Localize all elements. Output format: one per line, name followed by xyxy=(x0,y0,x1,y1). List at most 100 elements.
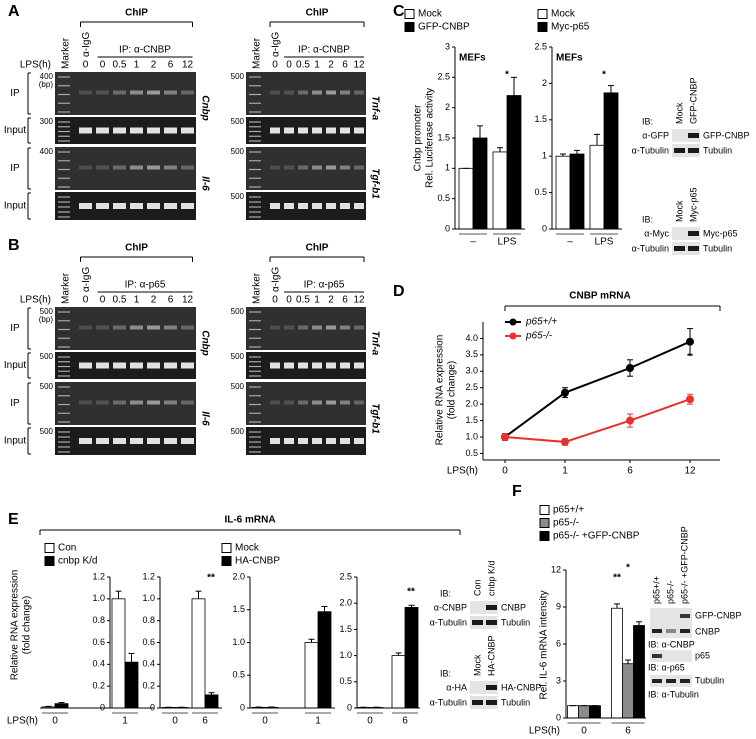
gel-band xyxy=(96,165,109,170)
gel-band xyxy=(298,438,308,444)
legend-label: Myc-p65 xyxy=(551,22,590,33)
antibody-label: IB: α-CNBP xyxy=(648,639,695,649)
blot-band xyxy=(674,148,685,153)
gel-band xyxy=(326,400,336,405)
annotation: MEFs xyxy=(459,53,486,64)
annotation: * xyxy=(563,393,567,404)
gel-band xyxy=(113,203,126,209)
blot-strip xyxy=(672,227,700,240)
x-tick-label: 0 xyxy=(502,466,508,477)
y-tick-label: 1 xyxy=(445,163,450,173)
x-axis-label: LPS(h) xyxy=(529,726,560,737)
y-axis-label: Relative RNA expression xyxy=(10,570,21,681)
band-label: p65 xyxy=(695,650,710,660)
lane-label: 0 xyxy=(272,60,278,71)
lane-label: 2 xyxy=(151,295,157,306)
legend-label: p65-/- +GFP-CNBP xyxy=(553,531,640,542)
y-tick-label: 1.0 xyxy=(142,593,155,603)
x-tick-label: – xyxy=(567,237,573,248)
y-tick-label: 2.0 xyxy=(465,399,478,409)
gel-band xyxy=(79,325,92,330)
gel-band xyxy=(340,127,350,134)
gel-band xyxy=(312,325,322,330)
y-tick-label: 2.5 xyxy=(534,41,547,51)
gel-band xyxy=(312,400,322,405)
bar xyxy=(492,151,508,230)
gel-band xyxy=(164,90,177,95)
point xyxy=(626,364,634,372)
blot-band xyxy=(688,231,699,236)
bar xyxy=(111,598,126,709)
y-tick-label: 1.5 xyxy=(339,624,352,634)
legend-swatch xyxy=(537,9,548,19)
x-tick-label: 1 xyxy=(122,716,128,727)
gel-band xyxy=(147,400,160,405)
gel-band xyxy=(181,325,194,330)
bar xyxy=(589,144,605,230)
gel-band xyxy=(298,90,308,95)
lps-label: LPS(h) xyxy=(20,295,51,306)
gel-band xyxy=(147,203,160,209)
legend-label: p65+/+ xyxy=(553,505,584,516)
antibody-label: α-Tubulin xyxy=(632,145,669,155)
error-bar xyxy=(195,590,202,599)
y-tick-label: 1.0 xyxy=(232,637,245,647)
y-axis-label: Rel. IL-6 mRNA intensity xyxy=(539,591,550,700)
error-bar xyxy=(208,692,215,695)
bar xyxy=(317,611,332,709)
panel-label: B xyxy=(8,237,20,254)
legend-swatch xyxy=(539,518,550,528)
y-tick-label: 0 xyxy=(542,223,547,233)
legend-label: Mock xyxy=(551,9,576,20)
x-tick-label: 6 xyxy=(625,726,631,737)
y-tick-label: 0.5 xyxy=(437,193,450,203)
antibody-label: α-Tubulin xyxy=(430,617,467,627)
lane-label: 6 xyxy=(168,60,174,71)
chip-label: ChIP xyxy=(306,8,329,19)
gel-band xyxy=(326,325,336,330)
annotation: MEFs xyxy=(556,53,583,64)
y-tick-label: 1.2 xyxy=(92,571,105,581)
ip-label: IP: α-CNBP xyxy=(119,45,171,56)
gel-band xyxy=(354,165,364,170)
gel-band xyxy=(113,362,126,369)
annotation: * xyxy=(602,70,606,81)
gel-band xyxy=(340,90,350,95)
gel-band xyxy=(340,400,350,405)
antibody-label: α-CNBP xyxy=(434,602,467,612)
gel-band xyxy=(181,362,194,369)
blot-band xyxy=(680,614,690,618)
annotation: * xyxy=(688,352,692,363)
gel-band xyxy=(354,400,364,405)
size-label: (bp) xyxy=(39,80,54,89)
gel-band xyxy=(340,325,350,330)
legend-label: p65+/+ xyxy=(525,317,557,328)
error-bar xyxy=(115,590,122,599)
error-bar xyxy=(594,133,600,146)
gel-band xyxy=(270,325,280,330)
lane-label: p65-/- +GFP-CNBP xyxy=(679,526,689,604)
y-axis-label: Rel. Luciferase activity xyxy=(425,88,436,188)
blot-strip xyxy=(470,696,498,709)
band-label: GFP-CNBP xyxy=(695,610,742,620)
error-bar xyxy=(608,85,614,93)
blot-strip xyxy=(470,601,498,614)
lane-label: p65+/+ xyxy=(651,576,661,604)
x-tick-label: 1 xyxy=(562,466,568,477)
y-axis-label: (fold change) xyxy=(447,361,458,419)
lane-label: Con xyxy=(472,579,482,596)
gel-band xyxy=(298,400,308,405)
y-tick-label: 3.0 xyxy=(465,366,478,376)
error-bar xyxy=(45,705,52,707)
row-label: Input xyxy=(4,360,26,371)
legend-swatch xyxy=(404,9,415,19)
error-bar xyxy=(497,147,503,152)
size-label: 500 xyxy=(231,72,245,81)
gel-band xyxy=(284,90,294,95)
legend-marker xyxy=(509,318,517,326)
bar xyxy=(589,705,601,719)
gel-band xyxy=(181,165,194,170)
gel-band xyxy=(284,400,294,405)
x-tick-label: 0 xyxy=(262,716,268,727)
